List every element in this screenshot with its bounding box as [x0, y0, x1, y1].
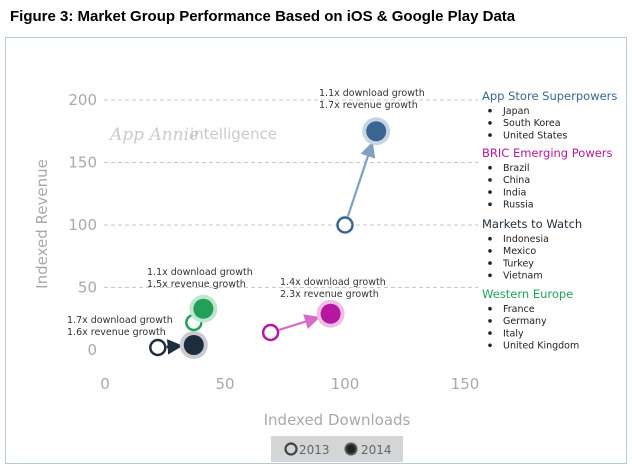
western-europe-annotation-1: 1.5x revenue growth	[147, 279, 246, 290]
group-bullet-western-europe-1	[488, 319, 492, 323]
group-bullet-bric-emerging-powers-2	[488, 190, 492, 194]
group-bullet-markets-to-watch-3	[488, 273, 492, 278]
app-store-superpowers-point-2014	[366, 121, 387, 142]
group-country-markets-to-watch-2: Turkey	[502, 258, 534, 269]
group-country-markets-to-watch-1: Mexico	[503, 246, 536, 257]
legend-box	[271, 436, 403, 462]
group-country-markets-to-watch-0: Indonesia	[503, 234, 549, 245]
y-axis-label: Indexed Revenue	[33, 159, 51, 289]
group-bullet-app-store-superpowers-2	[488, 133, 492, 137]
figure-title: Figure 3: Market Group Performance Based…	[10, 8, 516, 25]
western-europe-annotation-0: 1.1x download growth	[147, 267, 253, 278]
bric-emerging-powers-point-2013	[261, 323, 280, 342]
app-store-superpowers-annotation-1: 1.7x revenue growth	[319, 100, 418, 111]
app-store-superpowers-point-2013	[336, 216, 354, 234]
group-bullet-app-store-superpowers-0	[488, 108, 492, 113]
x-tick-0: 0	[100, 375, 110, 393]
watermark-product: intelligence	[190, 125, 277, 143]
group-bullet-app-store-superpowers-1	[488, 121, 492, 125]
group-country-western-europe-0: France	[503, 304, 535, 315]
group-country-bric-emerging-powers-3: Russia	[503, 200, 534, 211]
group-title-bric-emerging-powers: BRIC Emerging Powers	[482, 146, 613, 160]
x-tick-50: 50	[215, 375, 234, 393]
group-country-bric-emerging-powers-0: Brazil	[503, 163, 530, 174]
y-tick-150: 150	[68, 154, 97, 172]
markets-to-watch-annotation-0: 1.7x download growth	[67, 315, 173, 326]
markets-to-watch-growth-arrow	[166, 339, 183, 355]
group-country-app-store-superpowers-2: United States	[503, 130, 567, 141]
group-bullet-markets-to-watch-0	[488, 236, 492, 241]
group-country-app-store-superpowers-0: Japan	[502, 106, 530, 117]
y-tick-0: 0	[87, 341, 97, 359]
group-bullet-markets-to-watch-1	[488, 249, 492, 253]
group-country-western-europe-1: Germany	[503, 316, 547, 327]
group-bullet-bric-emerging-powers-0	[488, 165, 492, 170]
group-country-western-europe-3: United Kingdom	[503, 341, 579, 352]
chart-frame	[5, 37, 627, 464]
x-tick-100: 100	[331, 375, 360, 393]
group-country-markets-to-watch-3: Vietnam	[503, 271, 543, 282]
western-europe-point-2014	[193, 298, 214, 319]
legend-2013-marker	[284, 442, 298, 456]
group-country-app-store-superpowers-1: South Korea	[503, 118, 561, 129]
y-tick-50: 50	[78, 279, 97, 297]
bric-emerging-powers-annotation-1: 2.3x revenue growth	[280, 289, 379, 300]
group-bullet-bric-emerging-powers-1	[488, 178, 492, 182]
markets-to-watch-point-2013	[149, 338, 167, 357]
y-tick-100: 100	[68, 216, 97, 234]
group-bullet-western-europe-3	[488, 343, 492, 348]
bric-emerging-powers-point-2014	[320, 303, 341, 324]
group-country-western-europe-2: Italy	[503, 328, 524, 339]
app-store-superpowers-annotation-0: 1.1x download growth	[319, 88, 425, 99]
group-bullet-markets-to-watch-2	[488, 261, 492, 265]
bric-emerging-powers-annotation-0: 1.4x download growth	[280, 277, 386, 288]
group-title-app-store-superpowers: App Store Superpowers	[482, 89, 617, 103]
markets-to-watch-annotation-1: 1.6x revenue growth	[67, 327, 166, 338]
group-bullet-western-europe-2	[488, 331, 492, 335]
app-store-superpowers-growth-arrow	[346, 141, 376, 217]
legend: 2013 2014	[271, 436, 403, 462]
legend-2014-label: 2014	[361, 443, 392, 457]
group-title-markets-to-watch: Markets to Watch	[482, 217, 582, 231]
watermark-brand: App Annie	[108, 125, 199, 145]
group-title-western-europe: Western Europe	[482, 287, 573, 301]
legend-2013-label: 2013	[299, 443, 330, 457]
bric-emerging-powers-growth-arrow	[278, 314, 321, 331]
x-tick-150: 150	[451, 375, 480, 393]
group-bullet-western-europe-0	[488, 306, 492, 311]
x-axis-label: Indexed Downloads	[264, 411, 411, 429]
group-country-bric-emerging-powers-2: India	[503, 187, 526, 198]
group-country-bric-emerging-powers-1: China	[503, 175, 530, 186]
markets-to-watch-point-2014	[183, 335, 204, 355]
legend-2014-marker-inner	[346, 444, 356, 454]
y-tick-200: 200	[68, 91, 97, 109]
group-bullet-bric-emerging-powers-3	[488, 202, 492, 207]
